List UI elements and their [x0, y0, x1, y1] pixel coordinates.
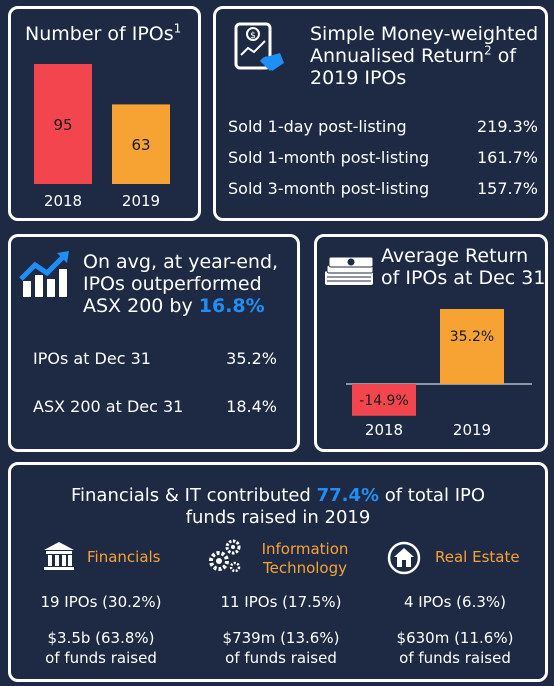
sector-label-line-2: Technology	[262, 559, 348, 577]
card-title: Financials & IT contributed 77.4% of tot…	[11, 485, 545, 529]
title-line-2-suffix: of	[491, 45, 517, 67]
row-label: Sold 1-day post-listing	[228, 117, 407, 136]
title-text: Financials & IT contributed	[70, 485, 317, 506]
title-line-3: 2019 IPOs	[310, 67, 407, 89]
cash-stack-icon	[323, 253, 377, 289]
data-label: -14.9%	[359, 393, 409, 409]
row-label: IPOs at Dec 31	[33, 349, 151, 368]
title-line-3-text: ASX 200 by	[83, 295, 199, 317]
return-row: Sold 3-month post-listing 157.7%	[228, 179, 538, 198]
contribution-value: 77.4%	[316, 485, 380, 506]
row-value: 219.3%	[476, 117, 538, 136]
title-line-2: of IPOs at Dec 31	[381, 267, 546, 289]
row-value: 18.4%	[226, 397, 277, 416]
row-label: Sold 1-month post-listing	[228, 148, 430, 167]
card-title: Simple Money-weighted Annualised Return2…	[310, 23, 550, 89]
sector-funds-caption: of funds raised	[225, 649, 337, 667]
sector-label-real-estate: Real Estate	[435, 548, 520, 567]
ipos-bar-chart: 95 2018 63 2019	[34, 64, 170, 210]
category-label: 2018	[44, 192, 82, 210]
comparison-row: IPOs at Dec 31 35.2%	[33, 349, 277, 368]
average-return-bar-chart: -14.9% 2018 35.2% 2019	[346, 309, 532, 439]
row-value: 157.7%	[476, 179, 538, 198]
tablet-money-icon: $	[232, 21, 292, 79]
title-line-2: IPOs outperformed	[83, 273, 262, 295]
row-value: 35.2%	[226, 349, 277, 368]
title-line-1: Financials & IT contributed 77.4% of tot…	[11, 485, 545, 507]
return-row: Sold 1-day post-listing 219.3%	[228, 117, 538, 136]
rising-bars-chart-icon	[19, 251, 77, 299]
outperformance-card: On avg, at year-end, IPOs outperformed A…	[8, 234, 300, 452]
bar	[34, 64, 92, 184]
title-line-2-text: Annualised Return	[310, 45, 485, 67]
sector-funds: $3.5b (63.8%)	[47, 629, 155, 647]
title-line-1: Average Return	[381, 245, 529, 267]
category-label: 2019	[453, 421, 491, 439]
outperformance-value: 16.8%	[198, 295, 265, 317]
title-text: Number of IPOs	[25, 23, 174, 45]
card-title: On avg, at year-end, IPOs outperformed A…	[83, 251, 298, 317]
sector-funds-caption: of funds raised	[45, 649, 157, 667]
average-return-card: Average Return of IPOs at Dec 31 -14.9% 2…	[314, 234, 548, 452]
number-of-ipos-card: Number of IPOs1 95 2018 63 2019	[8, 6, 201, 221]
title-suffix: of total IPO	[379, 485, 486, 506]
footnote-marker: 1	[173, 21, 182, 36]
sector-label-text: Financials	[87, 548, 161, 566]
footnote-marker: 2	[484, 43, 492, 58]
sector-funds-caption: of funds raised	[399, 649, 511, 667]
bar	[440, 309, 504, 384]
row-value: 161.7%	[476, 148, 538, 167]
svg-text:$: $	[250, 31, 256, 41]
title-line-3: ASX 200 by 16.8%	[83, 295, 298, 317]
sector-contribution-card: Financials & IT contributed 77.4% of tot…	[8, 462, 548, 682]
card-title: Average Return of IPOs at Dec 31	[381, 245, 547, 289]
row-label: ASX 200 at Dec 31	[33, 397, 184, 416]
data-label: 35.2%	[450, 329, 494, 345]
sector-label-line-1: Information	[261, 540, 349, 558]
return-row: Sold 1-month post-listing 161.7%	[228, 148, 538, 167]
sector-ipo-count: 11 IPOs (17.5%)	[220, 593, 342, 611]
sector-label-it: Information Technology	[255, 540, 355, 578]
bar	[352, 384, 416, 416]
sector-funds: $739m (13.6%)	[222, 629, 340, 647]
sector-ipo-count: 19 IPOs (30.2%)	[40, 593, 162, 611]
title-line-1: On avg, at year-end,	[83, 251, 279, 273]
gears-icon	[207, 537, 243, 575]
comparison-row: ASX 200 at Dec 31 18.4%	[33, 397, 277, 416]
row-label: Sold 3-month post-listing	[228, 179, 430, 198]
card-title: Number of IPOs1	[25, 23, 181, 45]
bar	[112, 104, 170, 184]
sector-funds: $630m (11.6%)	[396, 629, 514, 647]
title-line-1: Simple Money-weighted	[310, 23, 539, 45]
bank-icon	[43, 541, 75, 571]
title-line-2: Annualised Return2 of	[310, 45, 550, 67]
sector-ipo-count: 4 IPOs (6.3%)	[404, 593, 506, 611]
sector-label-text: Real Estate	[435, 548, 520, 566]
money-weighted-return-card: $ Simple Money-weighted Annualised Retur…	[213, 6, 548, 221]
category-label: 2018	[365, 421, 403, 439]
category-label: 2019	[122, 192, 160, 210]
title-line-2: funds raised in 2019	[185, 507, 371, 528]
data-label: 63	[131, 136, 150, 154]
data-label: 95	[53, 116, 72, 134]
house-icon	[387, 541, 421, 575]
sector-label-financials: Financials	[87, 548, 161, 567]
